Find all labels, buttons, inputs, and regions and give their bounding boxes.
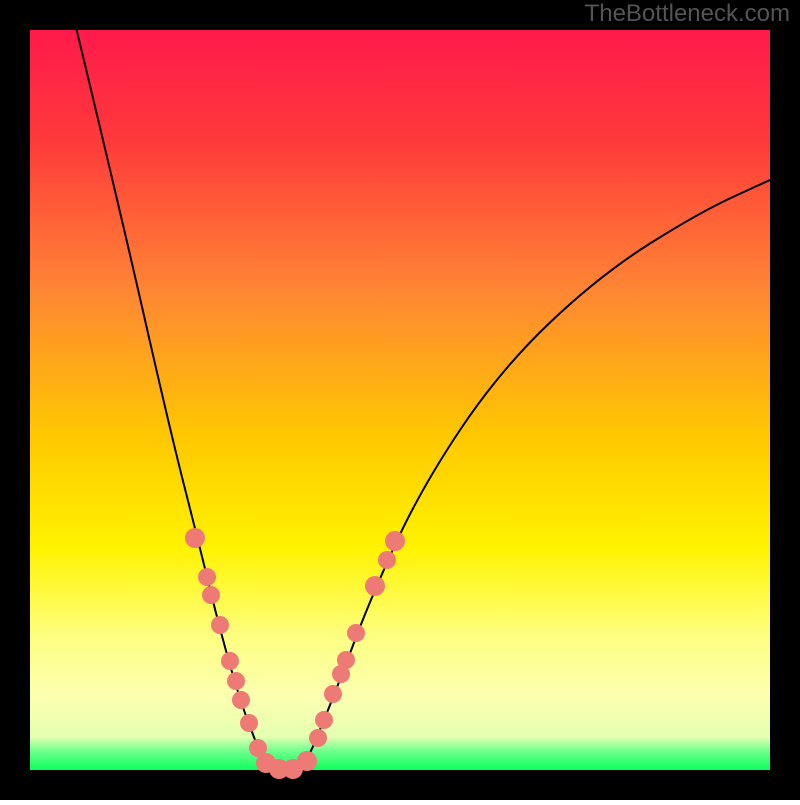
data-marker <box>211 616 229 634</box>
data-marker <box>227 672 245 690</box>
data-marker <box>185 528 205 548</box>
data-marker <box>385 531 405 551</box>
bottleneck-chart <box>0 0 800 800</box>
data-marker <box>202 586 220 604</box>
data-marker <box>297 751 317 771</box>
watermark-text: TheBottleneck.com <box>585 0 790 28</box>
data-marker <box>232 691 250 709</box>
data-marker <box>315 711 333 729</box>
data-marker <box>198 568 216 586</box>
data-marker <box>324 685 342 703</box>
data-marker <box>378 551 396 569</box>
chart-container: TheBottleneck.com <box>0 0 800 800</box>
plot-area <box>30 30 770 770</box>
data-marker <box>221 652 239 670</box>
data-marker <box>309 729 327 747</box>
data-marker <box>365 576 385 596</box>
data-marker <box>337 651 355 669</box>
data-marker <box>347 624 365 642</box>
data-marker <box>240 714 258 732</box>
